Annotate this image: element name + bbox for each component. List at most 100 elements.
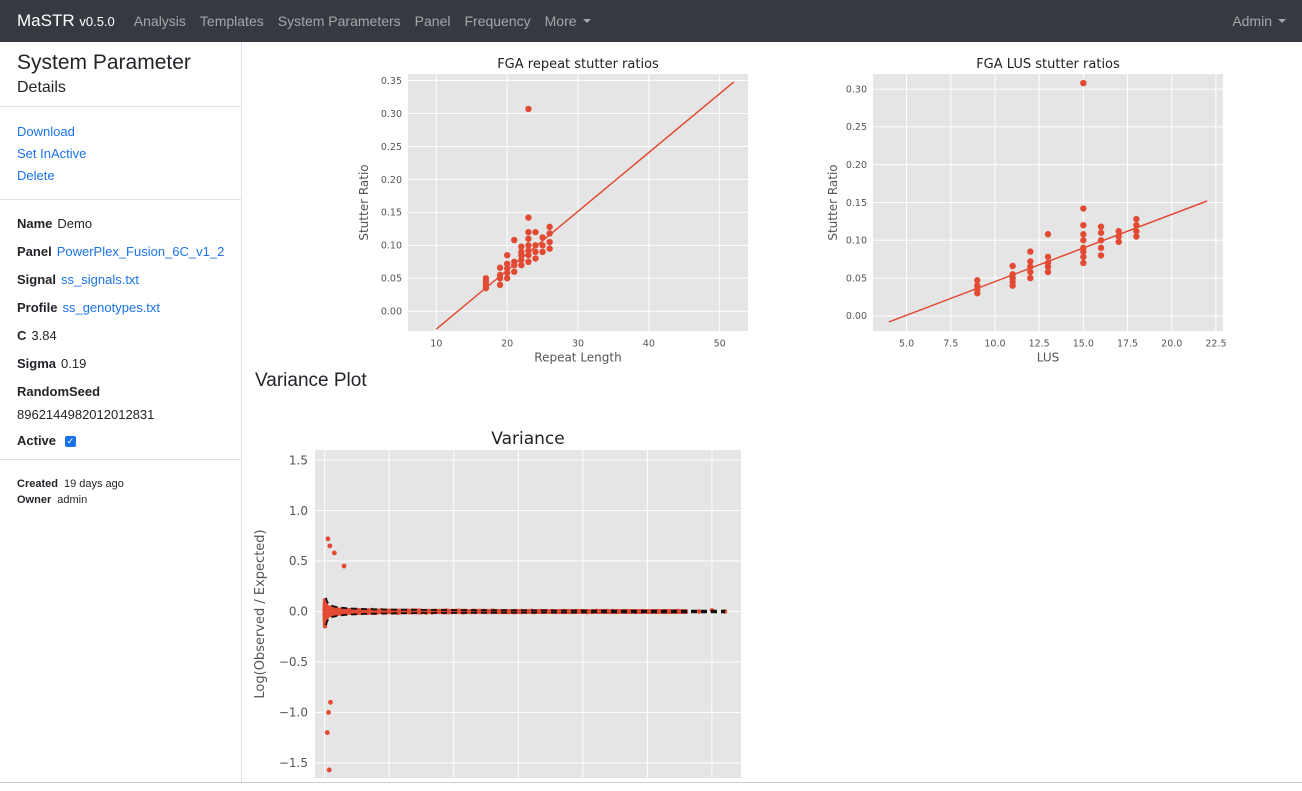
data-point bbox=[1080, 79, 1087, 87]
data-point bbox=[518, 243, 525, 250]
download-link[interactable]: Download bbox=[17, 124, 75, 139]
y-tick-label: 0.10 bbox=[381, 241, 402, 252]
nav-panel[interactable]: Panel bbox=[414, 13, 451, 29]
data-point bbox=[350, 609, 355, 615]
data-point bbox=[546, 245, 553, 252]
x-tick-label: 22.5 bbox=[1205, 339, 1226, 350]
y-tick-label: 0.25 bbox=[846, 122, 867, 133]
data-point bbox=[518, 261, 525, 269]
delete-link[interactable]: Delete bbox=[17, 168, 55, 183]
y-tick-label: 0.10 bbox=[846, 236, 867, 247]
data-point bbox=[1080, 253, 1087, 261]
x-tick-label: 17.5 bbox=[1117, 339, 1138, 350]
x-tick-label: 5.0 bbox=[899, 339, 914, 350]
user-menu-dropdown[interactable]: Admin bbox=[1232, 13, 1286, 29]
x-tick-label: 30 bbox=[572, 339, 584, 350]
profile-file-link[interactable]: ss_genotypes.txt bbox=[62, 300, 161, 315]
x-tick-label: 50 bbox=[714, 339, 726, 350]
x-tick-label: 20.0 bbox=[1161, 339, 1182, 350]
data-point bbox=[323, 615, 329, 620]
data-point bbox=[1044, 268, 1052, 276]
data-point bbox=[1027, 268, 1034, 276]
set-inactive-link[interactable]: Set InActive bbox=[17, 146, 87, 161]
variance-chart: 0100020003000400050006000−1.5−1.0−0.50.0… bbox=[253, 429, 741, 790]
data-point bbox=[1009, 262, 1016, 270]
data-point bbox=[666, 609, 671, 614]
y-tick-label: 1.5 bbox=[289, 453, 308, 467]
data-point bbox=[546, 223, 553, 231]
data-point bbox=[525, 214, 532, 221]
data-point bbox=[1027, 248, 1034, 255]
data-point bbox=[539, 234, 546, 241]
field-profile: Profile ss_genotypes.txt bbox=[17, 300, 161, 315]
nav-more-dropdown[interactable]: More bbox=[545, 13, 591, 29]
data-point bbox=[577, 608, 582, 614]
data-point bbox=[1115, 228, 1122, 235]
data-point bbox=[1133, 228, 1140, 235]
panel-link[interactable]: PowerPlex_Fusion_6C_v1_2 bbox=[56, 244, 225, 259]
data-point bbox=[532, 228, 539, 236]
data-point bbox=[1115, 233, 1122, 240]
data-point bbox=[503, 269, 511, 277]
data-point bbox=[328, 699, 333, 705]
data-point bbox=[511, 258, 518, 266]
data-point bbox=[511, 268, 518, 275]
chart-title: Variance bbox=[491, 429, 564, 449]
nav-frequency[interactable]: Frequency bbox=[464, 13, 531, 29]
data-point bbox=[496, 264, 504, 271]
chevron-down-icon bbox=[1278, 19, 1286, 23]
chart-title: FGA repeat stutter ratios bbox=[497, 57, 659, 72]
signal-file-link[interactable]: ss_signals.txt bbox=[61, 272, 140, 287]
y-tick-label: 0.25 bbox=[381, 142, 402, 153]
chart-title: FGA LUS stutter ratios bbox=[976, 57, 1120, 72]
data-point bbox=[518, 256, 525, 264]
data-point bbox=[532, 242, 539, 249]
data-point bbox=[1133, 221, 1140, 229]
brand-logo[interactable]: MaSTR v0.5.0 bbox=[17, 11, 115, 30]
data-point bbox=[606, 609, 612, 614]
nav-system-parameters[interactable]: System Parameters bbox=[277, 13, 401, 29]
y-tick-label: 0.15 bbox=[846, 198, 867, 209]
data-point bbox=[637, 609, 642, 615]
data-point bbox=[1115, 238, 1122, 246]
data-point bbox=[525, 105, 532, 113]
x-tick-label: 15.0 bbox=[1073, 339, 1094, 350]
data-point bbox=[1027, 263, 1034, 270]
data-point bbox=[503, 252, 511, 259]
data-point bbox=[546, 238, 553, 246]
data-point bbox=[596, 609, 601, 614]
y-tick-label: 0.35 bbox=[381, 76, 402, 87]
nav-analysis[interactable]: Analysis bbox=[133, 13, 186, 29]
field-c: C 3.84 bbox=[17, 328, 57, 343]
data-point bbox=[1097, 229, 1105, 236]
nav-templates[interactable]: Templates bbox=[199, 13, 264, 29]
data-point bbox=[525, 252, 532, 259]
data-point bbox=[1133, 215, 1140, 223]
meta-created: Created 19 days ago bbox=[17, 478, 124, 490]
data-point bbox=[322, 624, 328, 629]
data-point bbox=[525, 228, 532, 236]
field-name: Name Demo bbox=[17, 216, 93, 231]
data-point bbox=[1027, 274, 1034, 282]
y-tick-label: 0.00 bbox=[381, 307, 402, 318]
data-point bbox=[525, 235, 532, 242]
data-point bbox=[325, 536, 331, 542]
x-tick-label: 10.0 bbox=[984, 339, 1005, 350]
field-signal: Signal ss_signals.txt bbox=[17, 272, 140, 287]
data-point bbox=[503, 265, 511, 272]
data-point bbox=[1009, 271, 1016, 278]
y-tick-label: −1.5 bbox=[279, 756, 308, 770]
y-tick-label: 0.20 bbox=[381, 175, 402, 186]
y-tick-label: 0.30 bbox=[846, 84, 867, 95]
data-point bbox=[566, 609, 571, 614]
data-point bbox=[503, 275, 511, 282]
active-checkbox[interactable]: ✓ bbox=[65, 436, 77, 447]
y-tick-label: 0.5 bbox=[289, 554, 308, 568]
sidebar: System Parameter Details Download Set In… bbox=[0, 42, 242, 791]
horizontal-scrollbar[interactable] bbox=[0, 782, 1302, 791]
y-tick-label: 0.05 bbox=[381, 274, 402, 285]
data-point bbox=[396, 609, 401, 614]
data-point bbox=[1097, 244, 1105, 252]
data-point bbox=[326, 767, 332, 773]
data-point bbox=[539, 242, 546, 249]
